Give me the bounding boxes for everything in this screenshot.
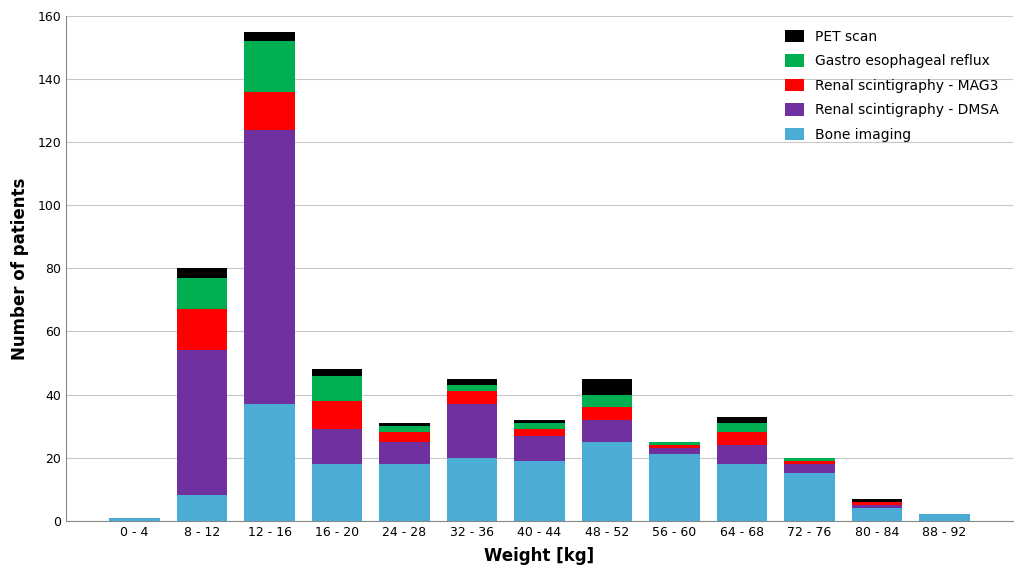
Bar: [582, 407, 633, 420]
Bar: [244, 92, 295, 130]
Bar: [649, 448, 699, 454]
Bar: [717, 416, 767, 423]
Bar: [177, 350, 227, 495]
Bar: [244, 41, 295, 92]
Y-axis label: Number of patients: Number of patients: [11, 177, 29, 359]
Bar: [784, 473, 835, 521]
Bar: [717, 464, 767, 521]
Bar: [311, 369, 362, 376]
Bar: [649, 445, 699, 448]
Bar: [514, 461, 565, 521]
Bar: [649, 454, 699, 521]
Bar: [177, 278, 227, 309]
Bar: [446, 404, 498, 457]
Bar: [446, 385, 498, 392]
Bar: [784, 457, 835, 461]
Bar: [379, 433, 430, 442]
Bar: [514, 435, 565, 461]
Bar: [311, 429, 362, 464]
Bar: [717, 433, 767, 445]
Bar: [244, 404, 295, 521]
Bar: [784, 464, 835, 473]
Bar: [379, 442, 430, 464]
Bar: [244, 130, 295, 404]
Bar: [177, 309, 227, 350]
X-axis label: Weight [kg]: Weight [kg]: [484, 547, 595, 565]
Bar: [717, 445, 767, 464]
Bar: [311, 401, 362, 429]
Bar: [379, 464, 430, 521]
Bar: [852, 508, 902, 521]
Bar: [582, 420, 633, 442]
Bar: [717, 423, 767, 433]
Bar: [379, 426, 430, 433]
Bar: [244, 32, 295, 41]
Bar: [582, 442, 633, 521]
Legend: PET scan, Gastro esophageal reflux, Renal scintigraphy - MAG3, Renal scintigraph: PET scan, Gastro esophageal reflux, Rena…: [777, 23, 1006, 149]
Bar: [852, 502, 902, 505]
Bar: [852, 499, 902, 502]
Bar: [852, 505, 902, 508]
Bar: [649, 442, 699, 445]
Bar: [311, 376, 362, 401]
Bar: [446, 379, 498, 385]
Bar: [311, 464, 362, 521]
Bar: [110, 518, 160, 521]
Bar: [446, 392, 498, 404]
Bar: [379, 423, 430, 426]
Bar: [514, 423, 565, 429]
Bar: [177, 268, 227, 278]
Bar: [514, 420, 565, 423]
Bar: [177, 495, 227, 521]
Bar: [920, 514, 970, 521]
Bar: [446, 457, 498, 521]
Bar: [514, 429, 565, 435]
Bar: [582, 395, 633, 407]
Bar: [582, 379, 633, 395]
Bar: [784, 461, 835, 464]
